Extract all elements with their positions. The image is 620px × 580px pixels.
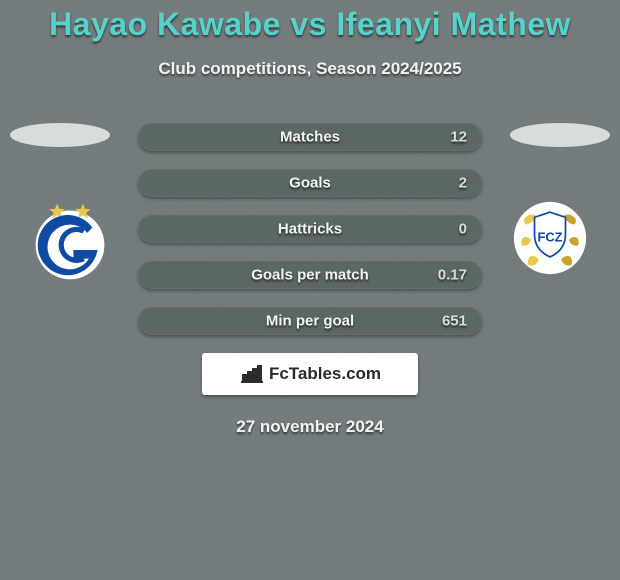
player-photo-left bbox=[10, 123, 110, 147]
stat-label: Goals bbox=[289, 175, 331, 192]
brand-box: FcTables.com bbox=[202, 353, 418, 395]
subtitle: Club competitions, Season 2024/2025 bbox=[0, 59, 620, 79]
stat-value: 0.17 bbox=[438, 267, 467, 284]
stat-bar: Hattricks 0 bbox=[138, 215, 482, 243]
page-title: Hayao Kawabe vs Ifeanyi Mathew bbox=[0, 0, 620, 43]
stat-label: Hattricks bbox=[278, 221, 342, 238]
stat-bar: Goals per match 0.17 bbox=[138, 261, 482, 289]
stat-value: 651 bbox=[442, 313, 467, 330]
stat-label: Goals per match bbox=[251, 267, 369, 284]
stats-bars: Matches 12 Goals 2 Hattricks 0 Goals per match… bbox=[138, 123, 482, 335]
stat-label: Min per goal bbox=[266, 313, 354, 330]
stat-value: 2 bbox=[459, 175, 467, 192]
player-photo-right bbox=[510, 123, 610, 147]
stat-label: Matches bbox=[280, 129, 340, 146]
brand-text: FcTables.com bbox=[269, 364, 381, 384]
date-label: 27 november 2024 bbox=[0, 417, 620, 437]
comparison-stage: FCZ Matches 12 Goals 2 Hattricks 0 Goals per m… bbox=[0, 123, 620, 437]
stat-bar: Min per goal 651 bbox=[138, 307, 482, 335]
stat-value: 12 bbox=[450, 129, 467, 146]
svg-text:FCZ: FCZ bbox=[537, 229, 562, 244]
club-badge-right: FCZ bbox=[500, 195, 600, 281]
club-logo-right-icon: FCZ bbox=[500, 195, 600, 281]
stat-bar: Matches 12 bbox=[138, 123, 482, 151]
stat-bar: Goals 2 bbox=[138, 169, 482, 197]
stat-value: 0 bbox=[459, 221, 467, 238]
club-badge-left bbox=[20, 195, 120, 281]
brand-chart-icon bbox=[239, 364, 265, 384]
club-logo-left-icon bbox=[20, 195, 120, 281]
